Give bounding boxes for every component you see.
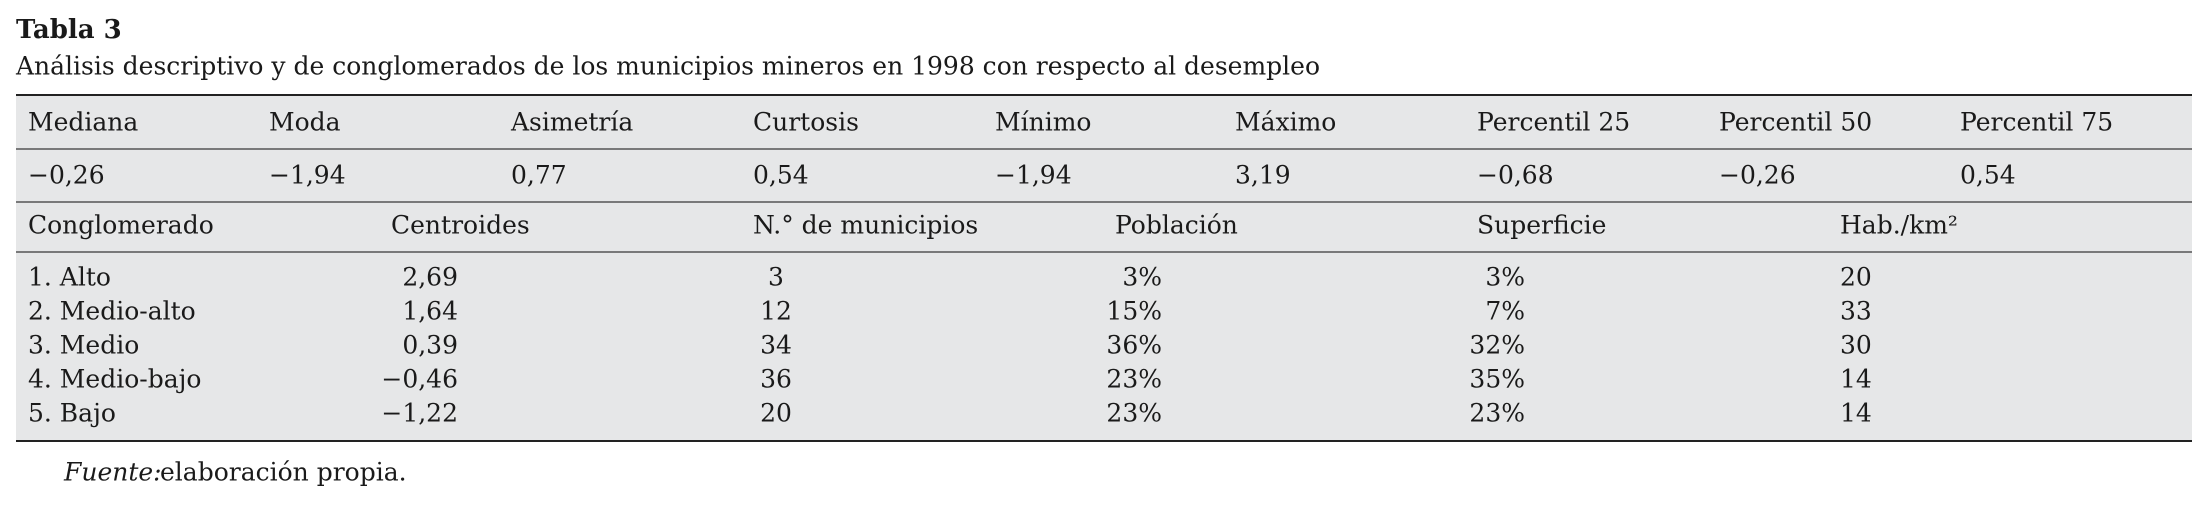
cell: 3. Medio <box>28 331 139 360</box>
value-cell: 0,54 <box>753 161 809 190</box>
table-background <box>16 95 2192 441</box>
table-caption: Análisis descriptivo y de conglomerados … <box>15 52 1320 81</box>
value-cell: 0,54 <box>1960 161 2016 190</box>
header-cell: Superficie <box>1477 211 1606 240</box>
cell: 32% <box>1469 331 1525 360</box>
cell: 30 <box>1840 331 1872 360</box>
cell: 3 <box>768 263 784 292</box>
cell: 14 <box>1840 399 1872 428</box>
header-cell: Asimetría <box>510 108 633 137</box>
value-cell: −0,68 <box>1477 161 1554 190</box>
cell: 7% <box>1485 297 1525 326</box>
cell: 1,64 <box>402 297 458 326</box>
cell: 34 <box>760 331 792 360</box>
footer-label: Fuente: <box>63 458 162 487</box>
cell: 3% <box>1485 263 1525 292</box>
cell: 20 <box>760 399 792 428</box>
cell: 5. Bajo <box>28 399 116 428</box>
header-cell: Percentil 75 <box>1960 108 2113 137</box>
table-title: Tabla 3 <box>16 15 122 45</box>
footer-text: elaboración propia. <box>160 458 407 487</box>
cell: 36% <box>1106 331 1162 360</box>
value-cell: −1,94 <box>995 161 1072 190</box>
header-cell: Percentil 50 <box>1719 108 1872 137</box>
value-cell: −0,26 <box>28 161 105 190</box>
header-cell: Población <box>1115 211 1238 240</box>
cell: 3% <box>1122 263 1162 292</box>
cell: 33 <box>1840 297 1872 326</box>
cell: 12 <box>760 297 792 326</box>
value-cell: 3,19 <box>1235 161 1291 190</box>
cell: 1. Alto <box>28 263 111 292</box>
header-cell: Conglomerado <box>28 211 214 240</box>
header-cell: Mediana <box>28 108 138 137</box>
cell: 2. Medio-alto <box>28 297 196 326</box>
header-cell: N.° de municipios <box>753 211 978 240</box>
value-cell: −0,26 <box>1719 161 1796 190</box>
header-cell: Moda <box>269 108 341 137</box>
cell: −1,22 <box>381 399 458 428</box>
cell: 35% <box>1469 365 1525 394</box>
cell: 0,39 <box>402 331 458 360</box>
header-cell: Máximo <box>1235 108 1336 137</box>
cell: −0,46 <box>381 365 458 394</box>
header-cell: Hab./km² <box>1840 211 1958 240</box>
cell: 4. Medio-bajo <box>28 365 201 394</box>
cell: 23% <box>1469 399 1525 428</box>
cell: 20 <box>1840 263 1872 292</box>
cell: 2,69 <box>402 263 458 292</box>
header-cell: Mínimo <box>995 108 1091 137</box>
cell: 23% <box>1106 365 1162 394</box>
cell: 14 <box>1840 365 1872 394</box>
cell: 23% <box>1106 399 1162 428</box>
value-cell: 0,77 <box>511 161 567 190</box>
header-cell: Centroides <box>391 211 530 240</box>
cell: 36 <box>760 365 792 394</box>
cell: 15% <box>1106 297 1162 326</box>
value-cell: −1,94 <box>269 161 346 190</box>
header-cell: Curtosis <box>753 108 859 137</box>
header-cell: Percentil 25 <box>1477 108 1630 137</box>
